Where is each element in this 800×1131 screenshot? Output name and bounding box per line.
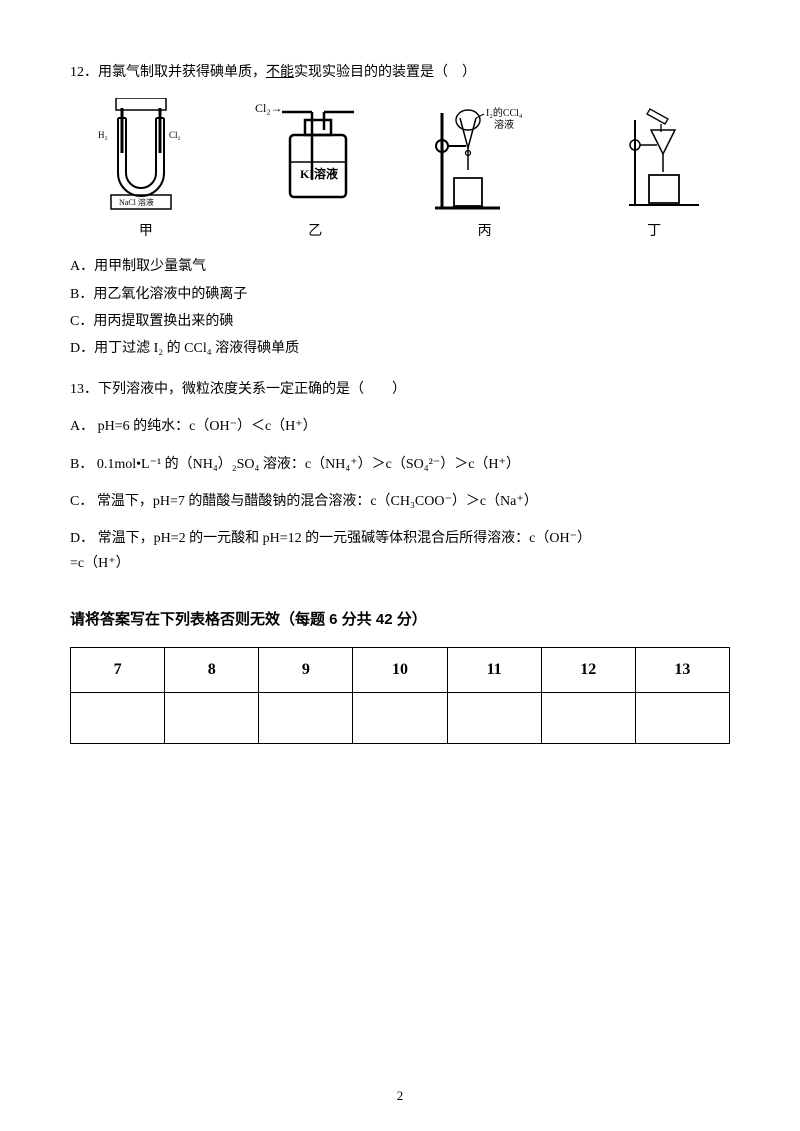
table-answer-cell[interactable]: [447, 693, 541, 744]
q13-number: 13．: [70, 382, 98, 397]
q13-option-d-line1: D． 常温下，pH=2 的一元酸和 pH=12 的一元强碱等体积混合后所得溶液：…: [70, 526, 730, 551]
table-header-cell: 8: [165, 648, 259, 693]
table-header-cell: 9: [259, 648, 353, 693]
q13-option-b: B． 0.1mol•L⁻¹ 的（NH₄）₂SO₄ 溶液：c（NH₄⁺）＞c（SO…: [70, 452, 730, 477]
diagram-yi: Cl₂→ KI溶液: [239, 95, 391, 215]
label-cl2-yi: Cl₂→: [255, 101, 283, 115]
table-answer-cell[interactable]: [635, 693, 729, 744]
q13-stem: 13．下列溶液中，微粒浓度关系一定正确的是（ ）: [70, 377, 730, 402]
q12-option-b: B．用乙氧化溶液中的碘离子: [70, 282, 730, 307]
label-solution: 溶液: [494, 118, 514, 131]
table-header-cell: 12: [541, 648, 635, 693]
q12-diagram-labels: 甲 乙 丙 丁: [70, 219, 730, 244]
table-header-row: 7 8 9 10 11 12 13: [71, 648, 730, 693]
table-header-cell: 13: [635, 648, 729, 693]
diagram-ding: [578, 95, 730, 215]
label-ki: KI溶液: [300, 166, 338, 181]
table-answer-cell[interactable]: [165, 693, 259, 744]
q12-stem-underline: 不能: [266, 65, 294, 80]
table-answer-cell[interactable]: [353, 693, 447, 744]
table-answer-row: [71, 693, 730, 744]
label-nacl: NaCl 溶液: [119, 197, 154, 207]
label-bing: 丙: [409, 219, 561, 244]
label-ding: 丁: [578, 219, 730, 244]
section-heading: 请将答案写在下列表格否则无效（每题 6 分共 42 分）: [70, 606, 730, 633]
table-header-cell: 11: [447, 648, 541, 693]
label-yi: 乙: [239, 219, 391, 244]
answer-table: 7 8 9 10 11 12 13: [70, 647, 730, 744]
label-h2: H₂: [98, 130, 108, 140]
q13: 13．下列溶液中，微粒浓度关系一定正确的是（ ） A． pH=6 的纯水：c（O…: [70, 377, 730, 576]
q12-option-c: C．用丙提取置换出来的碘: [70, 309, 730, 334]
label-i2ccl4: I₂的CCl₄: [486, 106, 523, 119]
q12-number: 12．: [70, 65, 98, 80]
page-number: 2: [0, 1084, 800, 1107]
table-answer-cell[interactable]: [541, 693, 635, 744]
table-answer-cell[interactable]: [259, 693, 353, 744]
q12-diagrams: H₂ Cl₂ NaCl 溶液 Cl₂→ KI溶液: [70, 95, 730, 215]
table-header-cell: 7: [71, 648, 165, 693]
diagram-jia: H₂ Cl₂ NaCl 溶液: [70, 95, 222, 215]
q13-option-c: C． 常温下，pH=7 的醋酸与醋酸钠的混合溶液：c（CH₃COO⁻）＞c（Na…: [70, 489, 730, 514]
table-answer-cell[interactable]: [71, 693, 165, 744]
q13-option-a: A． pH=6 的纯水：c（OH⁻）＜c（H⁺）: [70, 414, 730, 439]
q12-stem: 12．用氯气制取并获得碘单质，不能实现实验目的的装置是（ ）: [70, 60, 730, 85]
diagram-bing: I₂的CCl₄ 溶液: [409, 95, 561, 215]
q12: 12．用氯气制取并获得碘单质，不能实现实验目的的装置是（ ） H₂ Cl₂ Na…: [70, 60, 730, 361]
q13-option-d-line2: =c（H⁺）: [70, 551, 730, 576]
q12-option-a: A．用甲制取少量氯气: [70, 254, 730, 279]
q13-stem-text: 下列溶液中，微粒浓度关系一定正确的是（ ）: [98, 382, 406, 397]
q12-option-d: D．用丁过滤 I₂ 的 CCl₄ 溶液得碘单质: [70, 336, 730, 361]
label-cl2-jia: Cl₂: [169, 130, 181, 140]
q12-stem-a: 用氯气制取并获得碘单质，: [98, 65, 266, 80]
q12-stem-b: 实现实验目的的装置是（ ）: [294, 65, 476, 80]
label-jia: 甲: [70, 219, 222, 244]
q12-options: A．用甲制取少量氯气 B．用乙氧化溶液中的碘离子 C．用丙提取置换出来的碘 D．…: [70, 254, 730, 361]
table-header-cell: 10: [353, 648, 447, 693]
